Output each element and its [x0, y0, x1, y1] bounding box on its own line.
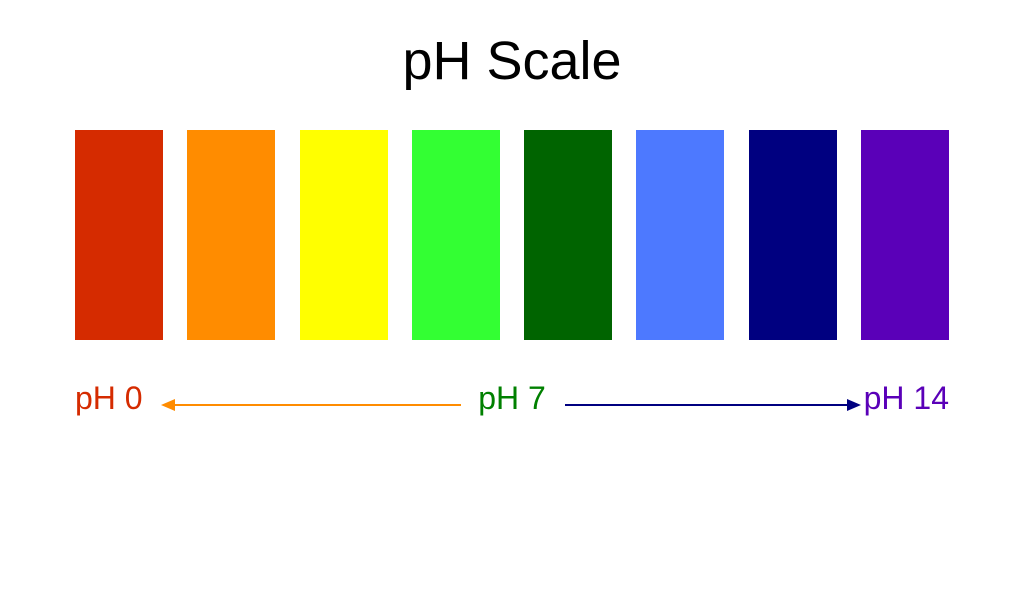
ph-label-7: pH 7 [478, 380, 546, 417]
ph-swatch-4 [524, 130, 612, 340]
ph-labels-row: pH 0 pH 7 pH 14 [75, 380, 949, 430]
ph-swatch-0 [75, 130, 163, 340]
page-title: pH Scale [0, 30, 1024, 92]
ph-swatch-1 [187, 130, 275, 340]
ph-label-0: pH 0 [75, 380, 143, 417]
ph-swatch-6 [749, 130, 837, 340]
arrow-right-icon [565, 398, 861, 412]
ph-swatch-3 [412, 130, 500, 340]
ph-swatch-row [75, 130, 949, 340]
ph-label-14: pH 14 [864, 380, 949, 417]
ph-swatch-2 [300, 130, 388, 340]
ph-swatch-7 [861, 130, 949, 340]
ph-swatch-5 [636, 130, 724, 340]
arrow-left-icon [161, 398, 461, 412]
